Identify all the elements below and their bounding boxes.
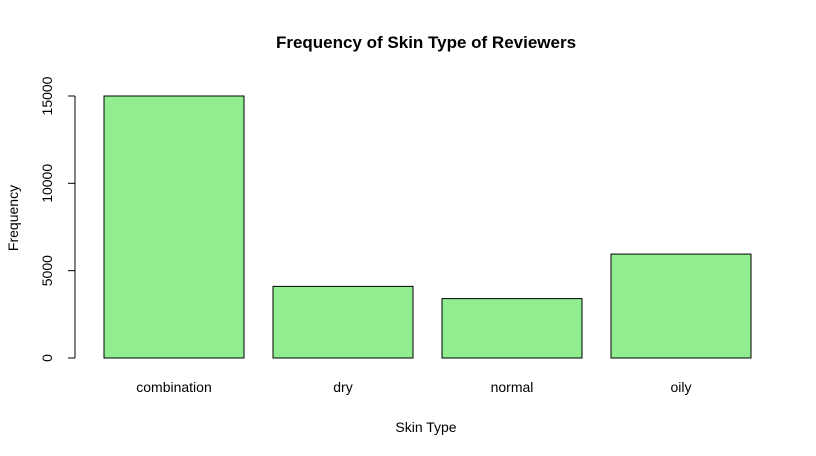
x-tick-label-oily: oily — [670, 379, 691, 395]
y-tick-label: 5000 — [39, 255, 55, 286]
y-tick-label: 15000 — [39, 76, 55, 115]
bars-group — [103, 95, 752, 359]
y-axis-label: Frequency — [5, 185, 21, 251]
x-tick-label-normal: normal — [491, 379, 534, 395]
x-tick-label-dry: dry — [333, 379, 352, 395]
chart-title: Frequency of Skin Type of Reviewers — [276, 33, 576, 52]
x-tick-label-combination: combination — [136, 379, 212, 395]
bar-oily — [610, 253, 752, 359]
x-axis-label: Skin Type — [395, 419, 456, 435]
bar-normal — [441, 298, 583, 359]
x-tick-labels: combination dry normal oily — [136, 379, 691, 395]
y-tick-label: 10000 — [39, 164, 55, 203]
bar-dry — [272, 285, 414, 359]
y-axis: 0 5000 10000 15000 — [39, 76, 76, 362]
y-tick-label: 0 — [39, 354, 55, 362]
bar-combination — [103, 95, 245, 359]
